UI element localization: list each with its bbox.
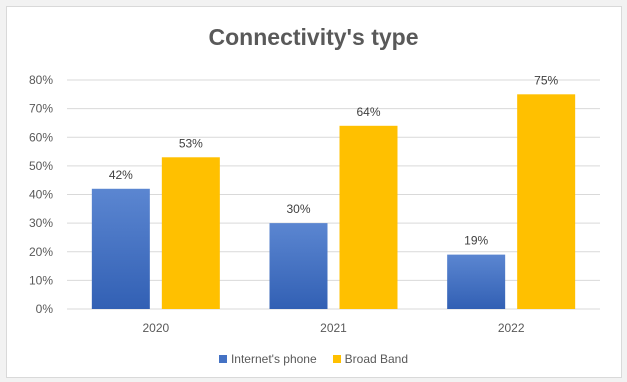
data-label: 30% <box>286 202 310 216</box>
x-tick-label: 2020 <box>142 321 169 335</box>
y-tick-label: 0% <box>36 302 54 316</box>
chart-title: Connectivity's type <box>208 24 419 50</box>
legend-item-internets-phone: Internet's phone <box>218 352 317 366</box>
data-label: 75% <box>534 73 558 87</box>
x-tick-label: 2021 <box>320 321 347 335</box>
bar-broad-band-2021 <box>339 125 398 309</box>
data-label: 19% <box>464 234 488 248</box>
y-tick-label: 30% <box>29 216 53 230</box>
bar-internets-phone-2022 <box>447 254 506 309</box>
x-tick-label: 2022 <box>498 321 525 335</box>
bar-broad-band-2022 <box>517 94 576 309</box>
legend-swatch-broad-band <box>332 355 341 363</box>
legend-swatch-internets-phone <box>218 355 227 363</box>
bar-internets-phone-2021 <box>269 223 328 309</box>
bar-broad-band-2020 <box>161 157 220 309</box>
y-tick-label: 70% <box>29 102 53 116</box>
legend-label-broad-band: Broad Band <box>344 352 409 366</box>
y-tick-label: 10% <box>29 273 53 287</box>
y-tick-label: 80% <box>29 73 53 87</box>
y-tick-label: 50% <box>29 159 53 173</box>
data-label: 53% <box>179 136 203 150</box>
y-tick-label: 40% <box>29 188 53 202</box>
chart-legend: Internet's phone Broad Band <box>0 352 627 366</box>
legend-item-broad-band: Broad Band <box>332 352 409 366</box>
data-label: 42% <box>109 168 133 182</box>
y-tick-label: 20% <box>29 245 53 259</box>
bar-internets-phone-2020 <box>91 188 150 309</box>
legend-label-internets-phone: Internet's phone <box>230 352 317 366</box>
y-tick-label: 60% <box>29 130 53 144</box>
data-label: 64% <box>356 105 380 119</box>
